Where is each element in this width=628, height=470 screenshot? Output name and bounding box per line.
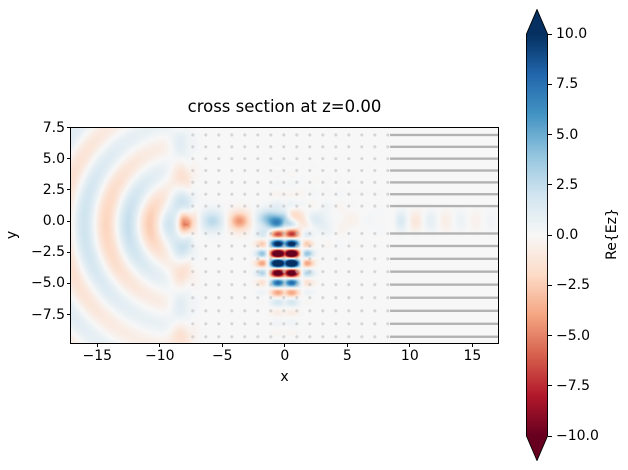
plot-title: cross section at z=0.00 [187,97,382,116]
colorbar-tick-label: 7.5 [556,76,579,93]
x-tick-mark [346,343,348,347]
y-tick-label: −2.5 [31,244,65,261]
x-tick-label: 0 [280,348,290,364]
y-tick-label: 7.5 [42,119,65,136]
axes-area [71,128,498,343]
y-tick-label: −5.0 [31,275,65,292]
x-tick-mark [96,343,98,347]
x-tick-mark [284,343,286,347]
y-tick-mark [67,189,71,191]
y-tick-mark [67,314,71,316]
y-tick-mark [67,220,71,222]
colorbar-tick-label: −2.5 [556,277,590,294]
x-tick-label: 15 [463,348,482,364]
colorbar-canvas [526,9,548,461]
y-tick-label: 2.5 [42,181,65,198]
x-tick-label: −10 [144,348,175,364]
x-tick-label: −5 [211,348,233,364]
y-tick-mark [67,127,71,128]
colorbar-tick-mark [548,134,552,135]
colorbar-tick-label: 5.0 [556,126,579,143]
colorbar-tick-mark [548,385,552,387]
y-tick-label: 0.0 [42,213,65,230]
colorbar-tick-label: 0.0 [556,227,579,243]
y-tick-label: −7.5 [31,306,65,323]
colorbar-tick-mark [548,33,552,35]
x-tick-mark [221,343,223,347]
colorbar-tick-mark [548,184,552,186]
colorbar-tick-label: −10.0 [556,428,599,444]
x-tick-mark [409,343,411,347]
y-axis-label: y [4,230,21,240]
y-tick-mark [67,251,71,253]
x-tick-label: 5 [342,348,352,364]
y-tick-mark [67,282,71,284]
colorbar-tick-mark [548,234,552,236]
x-tick-mark [159,343,161,347]
colorbar-tick-label: 2.5 [556,176,579,193]
colorbar-tick-label: 10.0 [556,26,588,42]
colorbar-tick-mark [548,83,552,85]
field-canvas [71,128,498,343]
colorbar-tick-label: −7.5 [556,377,590,394]
y-tick-label: 5.0 [42,150,65,167]
x-axis-label: x [280,369,289,385]
colorbar-tick-label: −5.0 [556,327,590,344]
colorbar-tick-mark [548,284,552,286]
x-tick-label: 10 [400,348,419,364]
y-tick-mark [67,158,71,160]
colorbar-tick-mark [548,335,552,336]
x-tick-mark [471,343,473,347]
colorbar-tick-mark [548,435,552,437]
x-tick-label: −15 [82,348,113,364]
